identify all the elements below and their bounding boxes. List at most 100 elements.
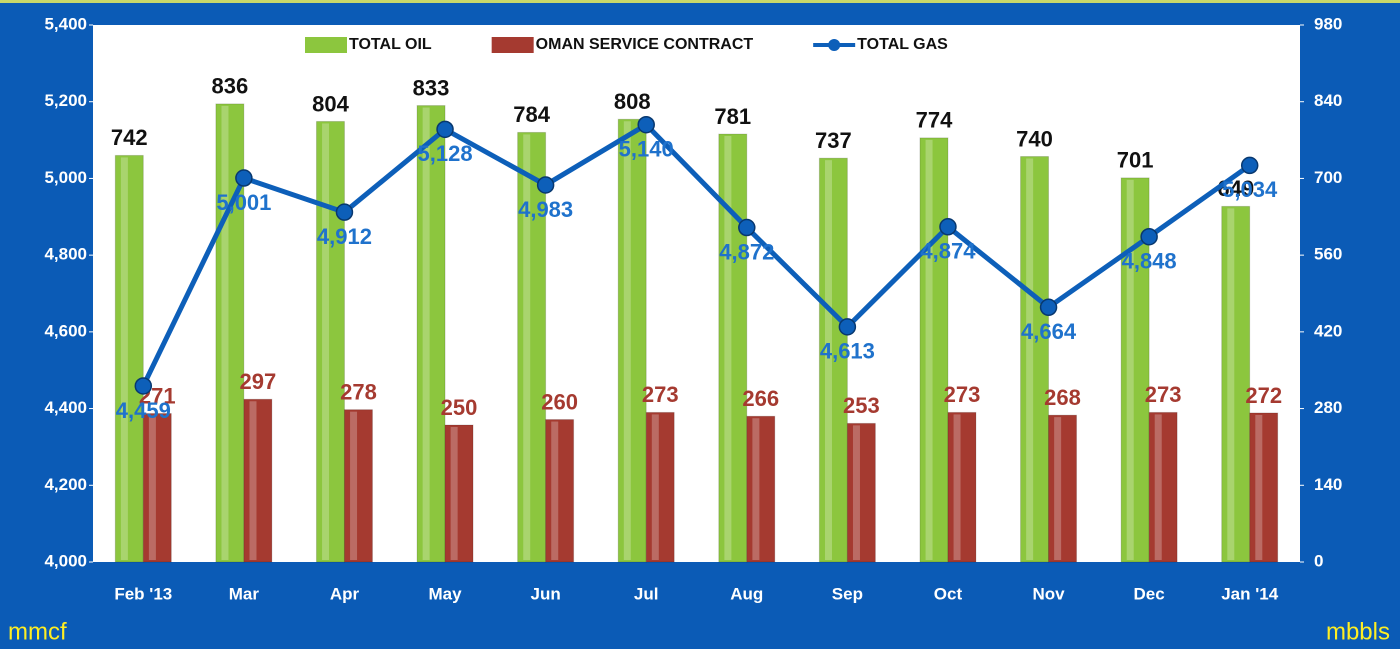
line-point xyxy=(335,203,354,221)
top-border xyxy=(0,0,1400,3)
bar-value-label: 297 xyxy=(240,369,277,394)
y-tick-label: 4,800 xyxy=(44,245,87,264)
bar-highlight xyxy=(350,411,358,560)
legend-label: OMAN SERVICE CONTRACT xyxy=(536,36,754,53)
y-tick-label: 4,200 xyxy=(44,475,87,494)
bar-value-label: 740 xyxy=(1016,126,1053,151)
bar-value-label: 268 xyxy=(1044,385,1081,410)
y-axis-unit: mmcf xyxy=(8,618,67,645)
plot-area xyxy=(93,25,1300,562)
bar xyxy=(142,413,172,563)
bar xyxy=(243,398,273,563)
line xyxy=(141,121,1252,388)
line-value-label: 4,848 xyxy=(1122,249,1177,274)
bar-highlight xyxy=(1154,414,1162,560)
line-value-label: 5,001 xyxy=(216,190,271,215)
y2-tick-label: 0 xyxy=(1314,551,1323,570)
bar-highlight xyxy=(523,134,531,560)
line-point xyxy=(536,176,555,194)
bar-highlight xyxy=(623,121,631,561)
bar-highlight xyxy=(148,415,156,560)
bar-highlight xyxy=(249,401,257,560)
bar xyxy=(545,419,575,563)
bar xyxy=(718,133,748,563)
bar-value-label: 273 xyxy=(944,382,981,407)
line-value-label: 4,664 xyxy=(1021,319,1077,344)
x-tick-label: Oct xyxy=(934,584,963,603)
y2-tick-label: 840 xyxy=(1314,91,1342,110)
bar-value-label: 836 xyxy=(212,74,249,99)
line-point xyxy=(235,169,253,187)
bar-highlight xyxy=(422,107,430,561)
line-point xyxy=(838,318,857,336)
y2-tick-label: 140 xyxy=(1314,475,1342,494)
bar-highlight xyxy=(322,123,330,560)
line-point xyxy=(738,218,756,237)
bar-value-label: 833 xyxy=(413,75,450,100)
bar-highlight xyxy=(1054,417,1062,560)
bar-highlight xyxy=(824,160,832,560)
y-tick-label: 4,400 xyxy=(44,398,87,417)
x-tick-label: Apr xyxy=(330,584,360,603)
legend-swatch xyxy=(491,37,534,53)
legend-label: TOTAL GAS xyxy=(857,36,948,53)
x-tick-label: Jan '14 xyxy=(1221,584,1279,603)
line-point xyxy=(134,377,153,395)
bar-value-label: 273 xyxy=(1145,382,1182,407)
line-point xyxy=(1140,227,1158,246)
x-tick-label: Aug xyxy=(730,584,763,603)
line-point xyxy=(436,120,454,139)
bar-highlight xyxy=(221,105,229,560)
y-tick-label: 5,200 xyxy=(44,91,87,110)
bar-value-label: 273 xyxy=(642,382,679,407)
line-value-label: 4,459 xyxy=(116,398,171,423)
y-tick-label: 5,000 xyxy=(44,168,87,187)
line-point xyxy=(637,115,655,134)
bar xyxy=(818,157,848,563)
y2-axis-unit: mbbls xyxy=(1326,618,1390,645)
bar xyxy=(416,105,446,563)
x-tick-label: Dec xyxy=(1134,584,1165,603)
y2-tick-label: 560 xyxy=(1314,245,1342,264)
bar xyxy=(1020,156,1050,563)
bar xyxy=(343,409,373,563)
line-value-label: 4,874 xyxy=(920,239,976,264)
bar-highlight xyxy=(925,139,933,561)
bar-value-label: 784 xyxy=(513,102,550,127)
bar-value-label: 272 xyxy=(1245,383,1282,408)
bar-value-label: 737 xyxy=(815,128,852,153)
line-value-label: 4,872 xyxy=(719,239,774,264)
x-tick-label: Jun xyxy=(531,584,561,603)
y2-tick-label: 420 xyxy=(1314,321,1342,340)
bar-value-label: 278 xyxy=(340,379,377,404)
bar-value-label: 250 xyxy=(441,395,478,420)
line-value-label: 5,034 xyxy=(1222,177,1278,202)
x-tick-label: Nov xyxy=(1032,584,1065,603)
bar-highlight xyxy=(1126,179,1134,560)
line-value-label: 5,140 xyxy=(619,137,674,162)
bar-highlight xyxy=(752,418,760,560)
bar-highlight xyxy=(551,421,559,560)
bar xyxy=(444,424,474,563)
line-point xyxy=(1240,156,1259,175)
y2-tick-label: 700 xyxy=(1314,168,1342,187)
bar-highlight xyxy=(1227,208,1235,560)
x-tick-label: Feb '13 xyxy=(114,584,172,603)
line-point xyxy=(1039,298,1058,317)
line-value-label: 4,912 xyxy=(317,224,372,249)
bar xyxy=(114,154,144,563)
bar-highlight xyxy=(651,414,659,560)
bar xyxy=(645,411,675,563)
bar-highlight xyxy=(450,427,458,560)
y2-tick-label: 980 xyxy=(1314,14,1342,33)
bar-value-label: 774 xyxy=(916,108,953,133)
bar-value-label: 701 xyxy=(1117,148,1154,173)
bar-highlight xyxy=(1026,158,1034,561)
bar-highlight xyxy=(1255,414,1263,560)
bar xyxy=(746,415,776,563)
bar-value-label: 253 xyxy=(843,393,880,418)
legend-swatch-point xyxy=(828,39,841,51)
bar xyxy=(919,137,949,563)
bar-highlight xyxy=(724,136,732,560)
